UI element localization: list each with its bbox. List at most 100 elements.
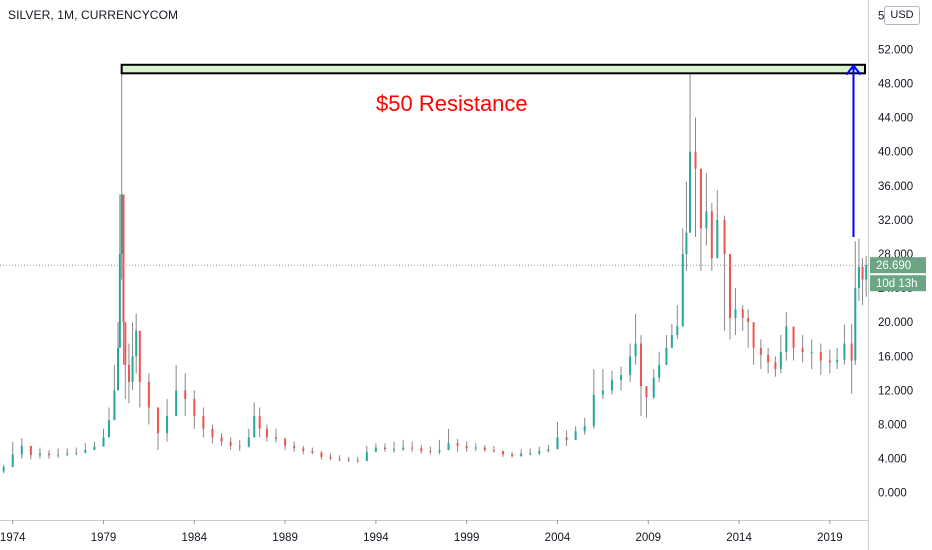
candle <box>741 305 744 331</box>
price-tick-label: 32.000 <box>878 215 913 227</box>
candle-body <box>574 431 577 440</box>
candle-body <box>175 390 178 416</box>
candle-body <box>120 194 123 255</box>
candle-body <box>124 322 127 365</box>
candle <box>752 322 755 365</box>
currency-button[interactable]: USD <box>884 6 920 25</box>
candle <box>184 373 187 416</box>
candle <box>438 439 441 455</box>
candle <box>547 444 550 453</box>
candle-body <box>785 326 788 353</box>
candle-body <box>699 168 702 229</box>
price-tick-label: 16.000 <box>878 351 913 363</box>
candle <box>117 322 120 391</box>
candle <box>113 364 116 421</box>
candle-body <box>229 441 232 446</box>
candle <box>759 339 762 370</box>
candle <box>843 324 846 365</box>
candle-body <box>801 347 804 353</box>
candle-body <box>861 266 864 280</box>
candle <box>529 448 532 456</box>
candle <box>819 343 822 376</box>
candle <box>265 424 268 442</box>
candle <box>710 202 713 272</box>
candle <box>699 168 702 272</box>
price-tick-label: 12.000 <box>878 385 913 397</box>
price-tick-label: 36.000 <box>878 181 913 193</box>
candle-body <box>447 443 450 451</box>
candle <box>127 343 130 404</box>
candle-body <box>705 211 708 229</box>
candle <box>211 424 214 444</box>
candle-body <box>107 420 110 438</box>
candle-body <box>843 343 846 360</box>
candle-body <box>774 362 777 370</box>
candle-body <box>620 375 623 381</box>
candle <box>492 445 495 453</box>
candle-body <box>792 326 795 348</box>
candle <box>705 173 708 246</box>
candle-body <box>93 446 96 451</box>
candle-body <box>202 416 205 429</box>
candle <box>253 402 256 438</box>
candle <box>694 117 697 237</box>
candle <box>658 352 661 382</box>
candle-body <box>850 343 853 361</box>
candle <box>202 407 205 438</box>
candle-body <box>84 450 87 453</box>
candle <box>685 181 688 272</box>
candle <box>311 447 314 455</box>
candle <box>120 66 123 280</box>
candle <box>716 190 719 259</box>
candle-body <box>857 266 860 289</box>
current-price-badge <box>870 257 926 274</box>
candle <box>723 215 726 331</box>
candle <box>565 430 568 446</box>
candle-body <box>685 232 688 255</box>
candle <box>329 453 332 461</box>
candle-body <box>102 437 105 447</box>
candle <box>670 323 673 348</box>
candle <box>610 370 613 395</box>
candle-body <box>338 458 341 460</box>
candle <box>238 439 241 451</box>
candle <box>420 444 423 454</box>
candle <box>93 441 96 451</box>
candle-body <box>420 448 423 451</box>
candle <box>229 437 232 451</box>
candle <box>356 456 359 463</box>
candle-body <box>138 330 141 382</box>
candle-body <box>538 450 541 454</box>
candle <box>538 446 541 456</box>
candle-body <box>610 380 613 391</box>
candle-body <box>265 428 268 438</box>
candle-body <box>247 437 250 447</box>
price-axis[interactable]: 0.0004.0008.00012.00016.00020.00024.0002… <box>868 0 914 550</box>
candle <box>767 347 770 374</box>
candle-body <box>29 445 32 456</box>
candle-body <box>311 450 314 453</box>
candle <box>275 428 278 443</box>
candle <box>447 428 450 451</box>
candle-body <box>752 322 755 348</box>
candle <box>861 258 864 306</box>
candle-body <box>456 443 459 446</box>
candle-body <box>356 460 359 462</box>
candle <box>645 386 648 418</box>
time-axis[interactable]: 1974 1979 1984 1989 1994 1999 2004 2009 2014 2019 <box>0 520 868 544</box>
candle <box>365 445 368 462</box>
candle-body <box>193 398 196 416</box>
candle-body <box>819 352 822 361</box>
candle-body <box>665 347 668 365</box>
candle <box>20 438 23 459</box>
candle-body <box>383 447 386 450</box>
candle-body <box>529 453 532 455</box>
candle <box>629 343 632 382</box>
candle <box>652 369 655 399</box>
candle <box>374 443 377 452</box>
candle-body <box>710 211 713 259</box>
candle-body <box>131 356 134 382</box>
candle-body <box>75 452 78 454</box>
candle-body <box>483 447 486 451</box>
